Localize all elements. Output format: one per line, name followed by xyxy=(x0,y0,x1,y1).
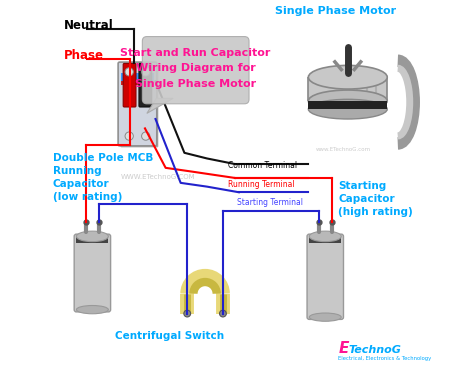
Ellipse shape xyxy=(76,305,109,314)
FancyBboxPatch shape xyxy=(121,81,154,85)
FancyBboxPatch shape xyxy=(76,236,109,243)
Text: TechnoG: TechnoG xyxy=(349,345,402,355)
Text: Start and Run Capacitor
Wiring Diagram for
Single Phase Motor: Start and Run Capacitor Wiring Diagram f… xyxy=(120,48,271,89)
Polygon shape xyxy=(309,77,387,101)
Text: Neutral: Neutral xyxy=(64,19,114,32)
Text: Electrical, Electronics & Technology: Electrical, Electronics & Technology xyxy=(338,356,432,361)
Ellipse shape xyxy=(309,65,387,89)
Text: Phase: Phase xyxy=(64,49,104,62)
Ellipse shape xyxy=(309,99,387,119)
Text: Starting Terminal: Starting Terminal xyxy=(237,198,303,207)
FancyBboxPatch shape xyxy=(307,234,344,319)
FancyBboxPatch shape xyxy=(139,63,152,107)
Circle shape xyxy=(125,68,133,76)
FancyBboxPatch shape xyxy=(123,63,136,107)
Text: Running
Capacitor
(low rating): Running Capacitor (low rating) xyxy=(53,166,122,202)
Circle shape xyxy=(219,310,226,317)
Text: Single Phase Motor: Single Phase Motor xyxy=(274,6,396,16)
Text: Double Pole MCB: Double Pole MCB xyxy=(53,153,153,163)
Text: Common Terminal: Common Terminal xyxy=(228,161,297,170)
Ellipse shape xyxy=(309,90,387,112)
Text: WWW.ETechnoG.COM: WWW.ETechnoG.COM xyxy=(120,174,195,180)
FancyBboxPatch shape xyxy=(120,64,158,147)
FancyBboxPatch shape xyxy=(118,62,157,146)
Text: Starting
Capacitor
(high rating): Starting Capacitor (high rating) xyxy=(338,181,413,218)
Circle shape xyxy=(125,132,133,140)
Text: Running Terminal: Running Terminal xyxy=(228,179,294,188)
Polygon shape xyxy=(309,101,387,109)
FancyBboxPatch shape xyxy=(121,74,154,82)
Circle shape xyxy=(142,68,150,76)
Ellipse shape xyxy=(310,313,341,321)
FancyBboxPatch shape xyxy=(310,236,341,243)
Ellipse shape xyxy=(310,231,341,242)
Circle shape xyxy=(142,132,150,140)
Polygon shape xyxy=(147,98,173,113)
FancyBboxPatch shape xyxy=(142,37,249,104)
Circle shape xyxy=(184,310,191,317)
Text: E: E xyxy=(338,341,349,356)
Text: www.ETechnoG.com: www.ETechnoG.com xyxy=(316,147,371,152)
FancyBboxPatch shape xyxy=(74,234,110,312)
Ellipse shape xyxy=(76,231,109,242)
Text: Centrifugal Switch: Centrifugal Switch xyxy=(115,331,224,341)
